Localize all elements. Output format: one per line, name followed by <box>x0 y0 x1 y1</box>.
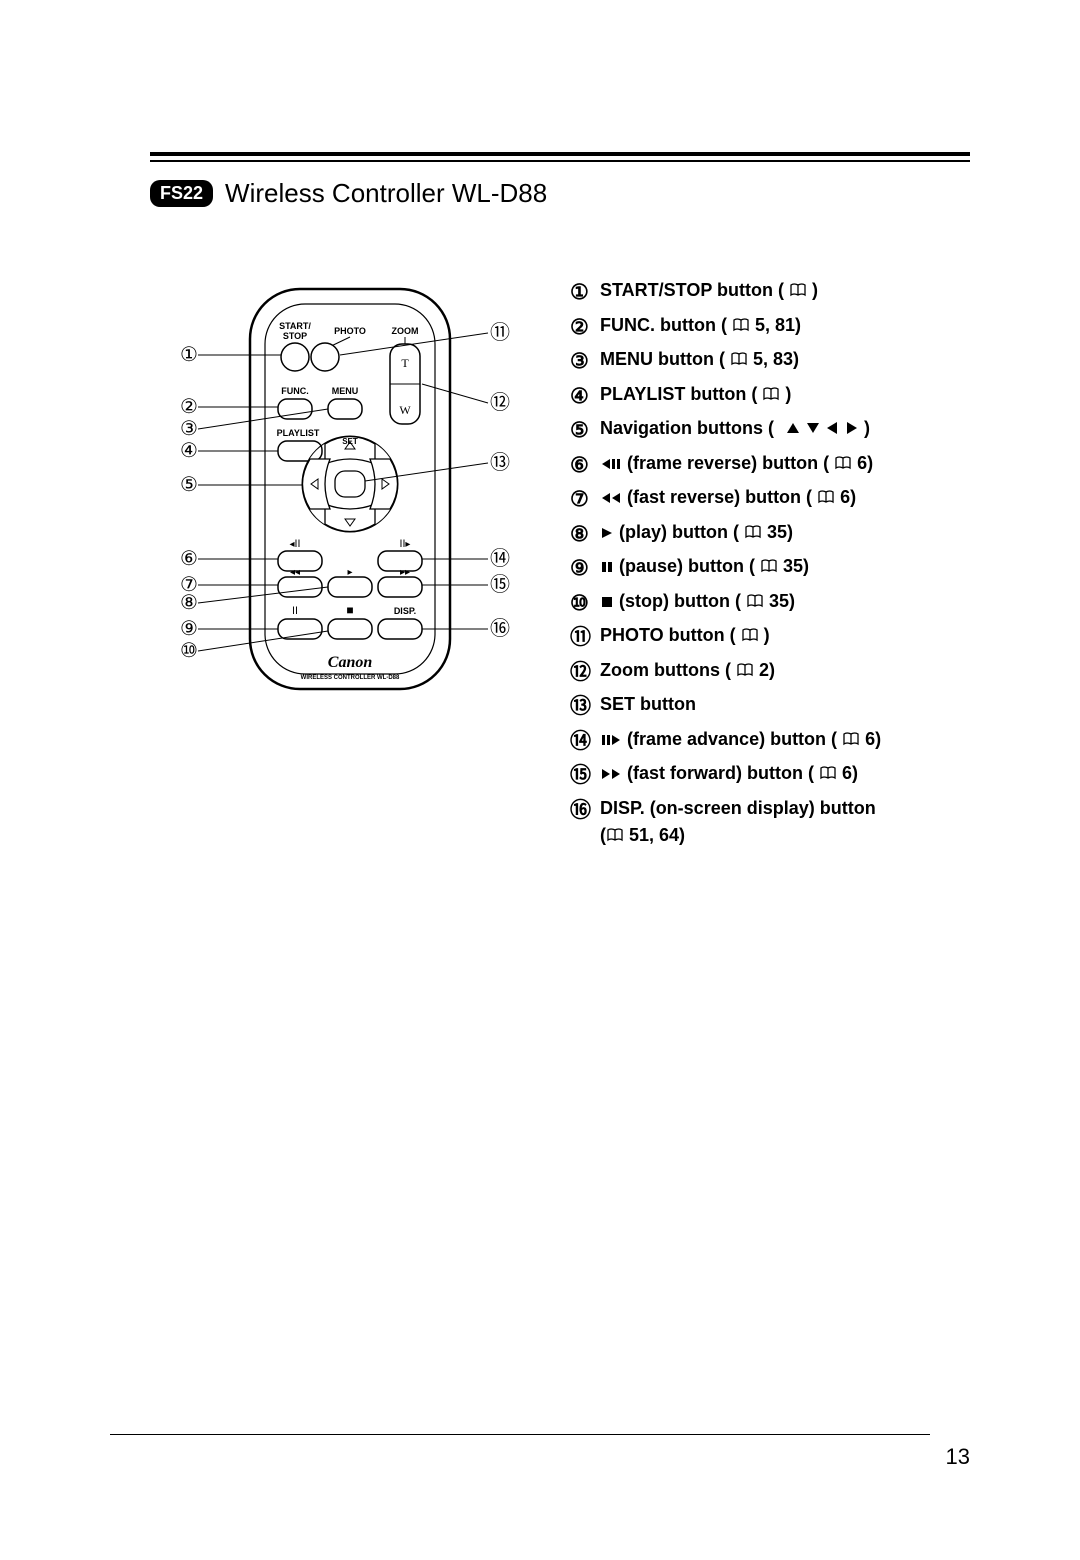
legend-item: ③MENU button ( 5, 83) <box>570 346 970 378</box>
svg-text:⑪: ⑪ <box>490 321 510 344</box>
svg-text:■: ■ <box>346 603 353 617</box>
page-title: FS22 Wireless Controller WL-D88 <box>150 178 970 209</box>
svg-text:PLAYLIST: PLAYLIST <box>277 428 320 438</box>
bottom-rule <box>110 1434 930 1435</box>
svg-text:④: ④ <box>180 440 198 462</box>
remote-svg: START/ STOP PHOTO ZOOM T W FUNC. MENU <box>150 269 530 729</box>
page-number: 13 <box>946 1444 970 1470</box>
svg-text:③: ③ <box>180 418 198 440</box>
svg-text:⑤: ⑤ <box>180 474 198 496</box>
svg-text:⑥: ⑥ <box>180 548 198 570</box>
svg-text:⑭: ⑭ <box>490 547 510 570</box>
legend-item: ⑩ (stop) button ( 35) <box>570 588 970 620</box>
legend-item: ⑧ (play) button ( 35) <box>570 519 970 551</box>
svg-text:WIRELESS CONTROLLER WL-D88: WIRELESS CONTROLLER WL-D88 <box>301 675 400 681</box>
svg-text:②: ② <box>180 396 198 418</box>
svg-text:W: W <box>399 403 411 417</box>
svg-text:START/: START/ <box>279 321 311 331</box>
svg-text:◂◂: ◂◂ <box>290 567 300 578</box>
legend-item: ①START/STOP button ( ) <box>570 277 970 309</box>
svg-text:T: T <box>401 356 409 370</box>
svg-text:FUNC.: FUNC. <box>281 386 309 396</box>
legend-item: ⑥ (frame reverse) button ( 6) <box>570 450 970 482</box>
remote-diagram: START/ STOP PHOTO ZOOM T W FUNC. MENU <box>150 269 530 729</box>
svg-text:ZOOM: ZOOM <box>392 326 419 336</box>
svg-text:①: ① <box>180 344 198 366</box>
svg-text:◂ⅠⅠ: ◂ⅠⅠ <box>290 539 301 550</box>
svg-text:▸▸: ▸▸ <box>400 567 410 578</box>
manual-page: FS22 Wireless Controller WL-D88 START/ S… <box>0 0 1080 1560</box>
legend-item: ④PLAYLIST button ( ) <box>570 381 970 413</box>
legend-item: ⑭ (frame advance) button ( 6) <box>570 726 970 758</box>
content-row: START/ STOP PHOTO ZOOM T W FUNC. MENU <box>150 269 970 852</box>
svg-text:⑬: ⑬ <box>490 451 510 474</box>
model-badge: FS22 <box>150 180 213 207</box>
svg-text:Canon: Canon <box>328 654 373 671</box>
legend-item: ⑬SET button <box>570 691 970 723</box>
legend-item: ⑦ (fast reverse) button ( 6) <box>570 484 970 516</box>
svg-text:⑩: ⑩ <box>180 640 198 662</box>
svg-text:PHOTO: PHOTO <box>334 326 366 336</box>
svg-text:⑫: ⑫ <box>490 391 510 414</box>
svg-text:⑧: ⑧ <box>180 592 198 614</box>
legend-item: ⑯DISP. (on-screen display) button( 51, 6… <box>570 795 970 849</box>
legend-item: ②FUNC. button ( 5, 81) <box>570 312 970 344</box>
svg-text:▸: ▸ <box>347 567 352 578</box>
legend-item: ⑤Navigation buttons ( ) <box>570 415 970 447</box>
svg-text:⑨: ⑨ <box>180 618 198 640</box>
legend-item: ⑨ (pause) button ( 35) <box>570 553 970 585</box>
svg-text:DISP.: DISP. <box>394 606 416 616</box>
svg-text:⑯: ⑯ <box>490 617 510 640</box>
svg-text:MENU: MENU <box>332 386 359 396</box>
svg-text:ⅠⅠ: ⅠⅠ <box>292 606 298 617</box>
legend-item: ⑪PHOTO button ( ) <box>570 622 970 654</box>
svg-text:⑮: ⑮ <box>490 573 510 596</box>
title-text: Wireless Controller WL-D88 <box>225 178 547 209</box>
legend-item: ⑫Zoom buttons ( 2) <box>570 657 970 689</box>
legend-item: ⑮ (fast forward) button ( 6) <box>570 760 970 792</box>
svg-text:ⅠⅠ▸: ⅠⅠ▸ <box>400 539 411 550</box>
legend-list: ①START/STOP button ( )②FUNC. button ( 5,… <box>570 269 970 852</box>
svg-text:STOP: STOP <box>283 331 307 341</box>
top-rule <box>150 152 970 162</box>
svg-text:SET: SET <box>342 437 358 446</box>
